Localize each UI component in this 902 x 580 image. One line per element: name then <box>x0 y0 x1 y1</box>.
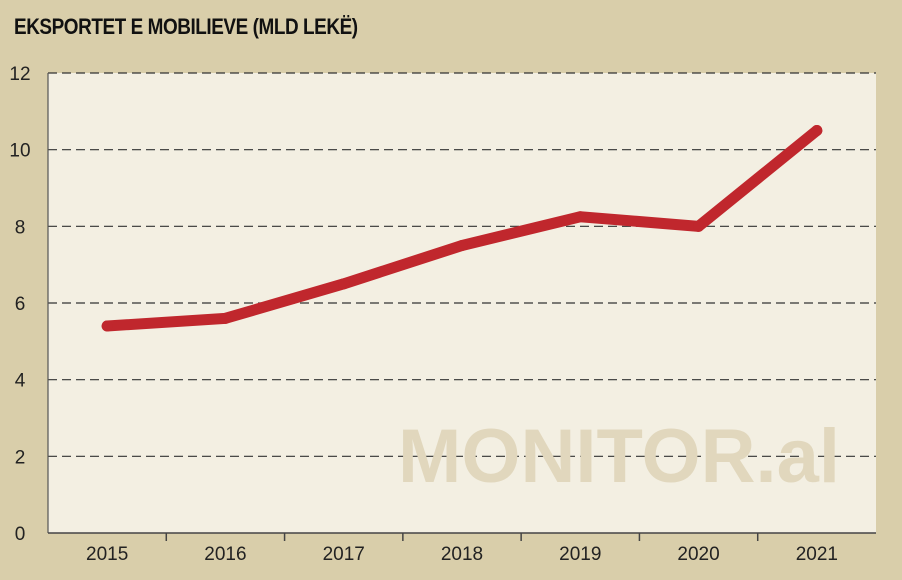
data-point <box>338 278 350 290</box>
y-tick-label: 4 <box>15 371 26 392</box>
data-point <box>693 220 705 232</box>
data-point <box>574 211 586 223</box>
y-tick-label: 0 <box>15 524 26 545</box>
series-group <box>101 125 823 332</box>
y-tick-label: 12 <box>9 64 30 85</box>
data-point <box>219 312 231 324</box>
x-tick-label: 2016 <box>204 544 246 565</box>
chart-title: EKSPORTET E MOBILIEVE (MLD LEKË) <box>14 14 358 39</box>
x-tick-label: 2017 <box>323 544 365 565</box>
x-tick-label: 2020 <box>677 544 719 565</box>
y-tick-label: 2 <box>15 447 26 468</box>
x-tick-label: 2019 <box>559 544 601 565</box>
x-tick-label: 2018 <box>441 544 483 565</box>
y-tick-label: 8 <box>15 217 26 238</box>
y-axis: 0 2 4 6 8 10 12 <box>9 64 49 545</box>
y-tick-label: 6 <box>15 294 26 315</box>
x-tick-label: 2015 <box>86 544 128 565</box>
data-point <box>101 320 113 332</box>
watermark: MONITOR.al <box>398 414 840 499</box>
x-axis: 2015 2016 2017 2018 2019 2020 2021 <box>48 532 876 565</box>
x-tick-label: 2021 <box>796 544 838 565</box>
data-point <box>811 125 823 136</box>
y-tick-label: 10 <box>9 141 30 162</box>
grid-lines <box>48 72 876 457</box>
data-point <box>456 240 468 251</box>
